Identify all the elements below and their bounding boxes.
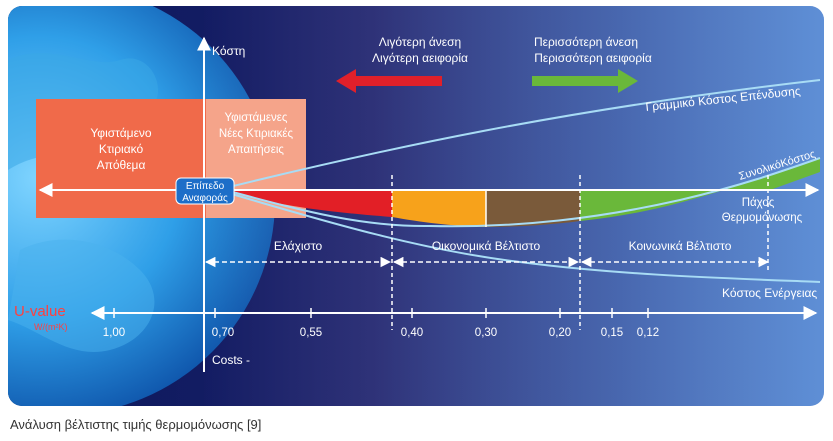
tick-label-055: 0,55 <box>300 327 322 339</box>
zone-label-minimum: Ελάχιστο <box>274 239 323 253</box>
arrow-right-green <box>532 69 638 93</box>
arrow-right-line1: Περισσότερη άνεση <box>534 35 638 49</box>
box-existing-line1: Υφιστάμενο <box>90 126 152 140</box>
tick-label-012: 0,12 <box>637 327 659 339</box>
curve-total-cost <box>224 157 821 228</box>
tick-label-020: 0,20 <box>549 327 571 339</box>
arrow-left-red <box>336 69 442 93</box>
box-requirements-line3: Απαιτήσεις <box>228 144 284 156</box>
zone-economic-left <box>392 190 486 227</box>
u-value-label: U-value <box>14 303 66 320</box>
y-axis-top-label: Κόστη <box>212 44 245 58</box>
tick-label-040: 0,40 <box>401 327 423 339</box>
arrow-right-line2: Περισσότερη αειφορία <box>534 51 652 65</box>
box-requirements-line1: Υφιστάμενες <box>225 112 288 124</box>
curve-investment-cost <box>224 79 821 189</box>
box-existing-line3: Απόθεμα <box>97 158 146 172</box>
arrow-left-line1: Λιγότερη άνεση <box>379 35 461 49</box>
box-requirements-line2: Νέες Κτιριακές <box>219 128 294 140</box>
u-value-unit: W/(m²K) <box>34 322 68 332</box>
zone-economic-right <box>486 190 580 227</box>
tick-label-030: 0,30 <box>475 327 497 339</box>
label-insulation-line1: Πάχος <box>742 197 775 209</box>
zone-label-social: Κοινωνικά Βέλτιστο <box>629 239 732 253</box>
globe-landmass-2 <box>8 239 155 353</box>
u-value-ticks: 1,00 0,70 0,55 0,40 0,30 0,20 0,15 0,12 <box>103 308 659 339</box>
zone-social <box>580 158 820 221</box>
zone-label-economic: Οικονομικά Βέλτιστο <box>432 239 541 253</box>
y-axis-bottom-label: Costs - <box>212 353 250 367</box>
tick-label-015: 0,15 <box>601 327 623 339</box>
figure-caption: Ανάλυση βέλτιστης τιμής θερμομόνωσης [9] <box>10 417 262 432</box>
arrow-left-line2: Λιγότερη αειφορία <box>372 51 468 65</box>
reference-point-line2: Αναφοράς <box>182 192 228 204</box>
reference-point-badge <box>175 177 235 205</box>
label-insulation-line2: Θερμομόνωσης <box>722 212 803 224</box>
tick-label-070: 0,70 <box>212 327 234 339</box>
reference-point-line1: Επίπεδο <box>186 180 225 192</box>
tick-label-100: 1,00 <box>103 327 125 339</box>
label-energy-cost: Κόστος Ενέργειας <box>722 286 817 300</box>
box-existing-line2: Κτιριακό <box>99 142 144 156</box>
